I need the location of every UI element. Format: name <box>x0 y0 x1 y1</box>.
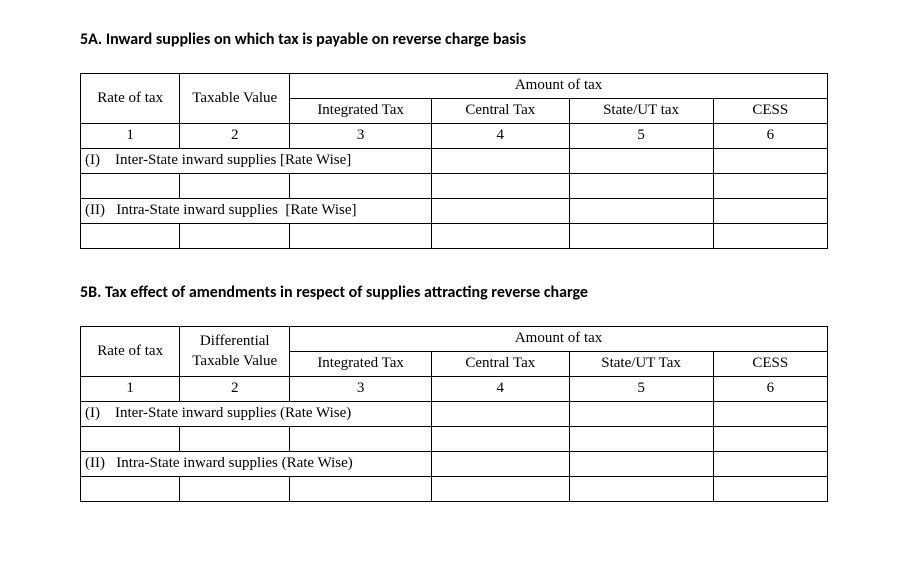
colnum-4: 4 <box>432 124 569 149</box>
cell-empty <box>713 452 827 477</box>
cell-empty <box>432 174 569 199</box>
colnum-1: 1 <box>81 124 180 149</box>
hdr-integrated-tax: Integrated Tax <box>290 99 432 124</box>
cell-empty <box>432 427 569 452</box>
hdr-rate-of-tax: Rate of tax <box>81 74 180 124</box>
hdr-rate-of-tax: Rate of tax <box>81 327 180 377</box>
cell-empty <box>432 477 569 502</box>
colnum-5: 5 <box>569 124 713 149</box>
cell-empty <box>180 224 290 249</box>
cell-empty <box>81 224 180 249</box>
cell-empty <box>713 199 827 224</box>
cell-empty <box>81 174 180 199</box>
table-5b-row-II-data <box>81 477 828 502</box>
colnum-6: 6 <box>713 124 827 149</box>
hdr-amount-of-tax: Amount of tax <box>290 74 828 99</box>
hdr-cess: CESS <box>713 352 827 377</box>
table-5b-header-row-1: Rate of tax Differential Taxable Value A… <box>81 327 828 352</box>
table-5a-row-II-data <box>81 224 828 249</box>
hdr-diff-taxable-value: Differential Taxable Value <box>180 327 290 377</box>
colnum-6: 6 <box>713 377 827 402</box>
row-II-text: (II) Intra-State inward supplies [Rate W… <box>81 199 432 224</box>
hdr-state-ut-tax: State/UT tax <box>569 99 713 124</box>
cell-empty <box>290 477 432 502</box>
cell-empty <box>569 452 713 477</box>
cell-empty <box>713 224 827 249</box>
row-I-text: (I) Inter-State inward supplies [Rate Wi… <box>81 149 432 174</box>
table-5b-row-I-label: (I) Inter-State inward supplies (Rate Wi… <box>81 402 828 427</box>
colnum-3: 3 <box>290 124 432 149</box>
cell-empty <box>569 199 713 224</box>
cell-empty <box>713 149 827 174</box>
colnum-5: 5 <box>569 377 713 402</box>
hdr-state-ut-tax: State/UT Tax <box>569 352 713 377</box>
table-5a-row-II-label: (II) Intra-State inward supplies [Rate W… <box>81 199 828 224</box>
table-5b-row-I-data <box>81 427 828 452</box>
colnum-1: 1 <box>81 377 180 402</box>
cell-empty <box>81 427 180 452</box>
cell-empty <box>180 174 290 199</box>
table-5b: Rate of tax Differential Taxable Value A… <box>80 326 828 502</box>
section-5b-title: 5B. Tax effect of amendments in respect … <box>80 283 828 302</box>
cell-empty <box>432 452 569 477</box>
hdr-central-tax: Central Tax <box>432 352 569 377</box>
cell-empty <box>569 402 713 427</box>
cell-empty <box>569 149 713 174</box>
table-5b-row-II-label: (II) Intra-State inward supplies (Rate W… <box>81 452 828 477</box>
cell-empty <box>432 224 569 249</box>
cell-empty <box>180 477 290 502</box>
cell-empty <box>713 477 827 502</box>
cell-empty <box>180 427 290 452</box>
cell-empty <box>290 174 432 199</box>
colnum-3: 3 <box>290 377 432 402</box>
hdr-central-tax: Central Tax <box>432 99 569 124</box>
cell-empty <box>713 427 827 452</box>
colnum-2: 2 <box>180 377 290 402</box>
table-5a: Rate of tax Taxable Value Amount of tax … <box>80 73 828 249</box>
cell-empty <box>713 402 827 427</box>
table-5a-row-I-label: (I) Inter-State inward supplies [Rate Wi… <box>81 149 828 174</box>
cell-empty <box>290 427 432 452</box>
cell-empty <box>713 174 827 199</box>
hdr-taxable-value: Taxable Value <box>180 74 290 124</box>
cell-empty <box>432 402 569 427</box>
table-5a-header-row-1: Rate of tax Taxable Value Amount of tax <box>81 74 828 99</box>
cell-empty <box>81 477 180 502</box>
table-5a-row-I-data <box>81 174 828 199</box>
cell-empty <box>432 149 569 174</box>
colnum-4: 4 <box>432 377 569 402</box>
cell-empty <box>290 224 432 249</box>
cell-empty <box>569 477 713 502</box>
section-5a-title: 5A. Inward supplies on which tax is paya… <box>80 30 828 49</box>
cell-empty <box>432 199 569 224</box>
hdr-integrated-tax: Integrated Tax <box>290 352 432 377</box>
colnum-2: 2 <box>180 124 290 149</box>
table-5b-colnum-row: 1 2 3 4 5 6 <box>81 377 828 402</box>
cell-empty <box>569 427 713 452</box>
cell-empty <box>569 224 713 249</box>
hdr-cess: CESS <box>713 99 827 124</box>
hdr-amount-of-tax: Amount of tax <box>290 327 828 352</box>
row-I-text: (I) Inter-State inward supplies (Rate Wi… <box>81 402 432 427</box>
table-5a-colnum-row: 1 2 3 4 5 6 <box>81 124 828 149</box>
row-II-text: (II) Intra-State inward supplies (Rate W… <box>81 452 432 477</box>
cell-empty <box>569 174 713 199</box>
